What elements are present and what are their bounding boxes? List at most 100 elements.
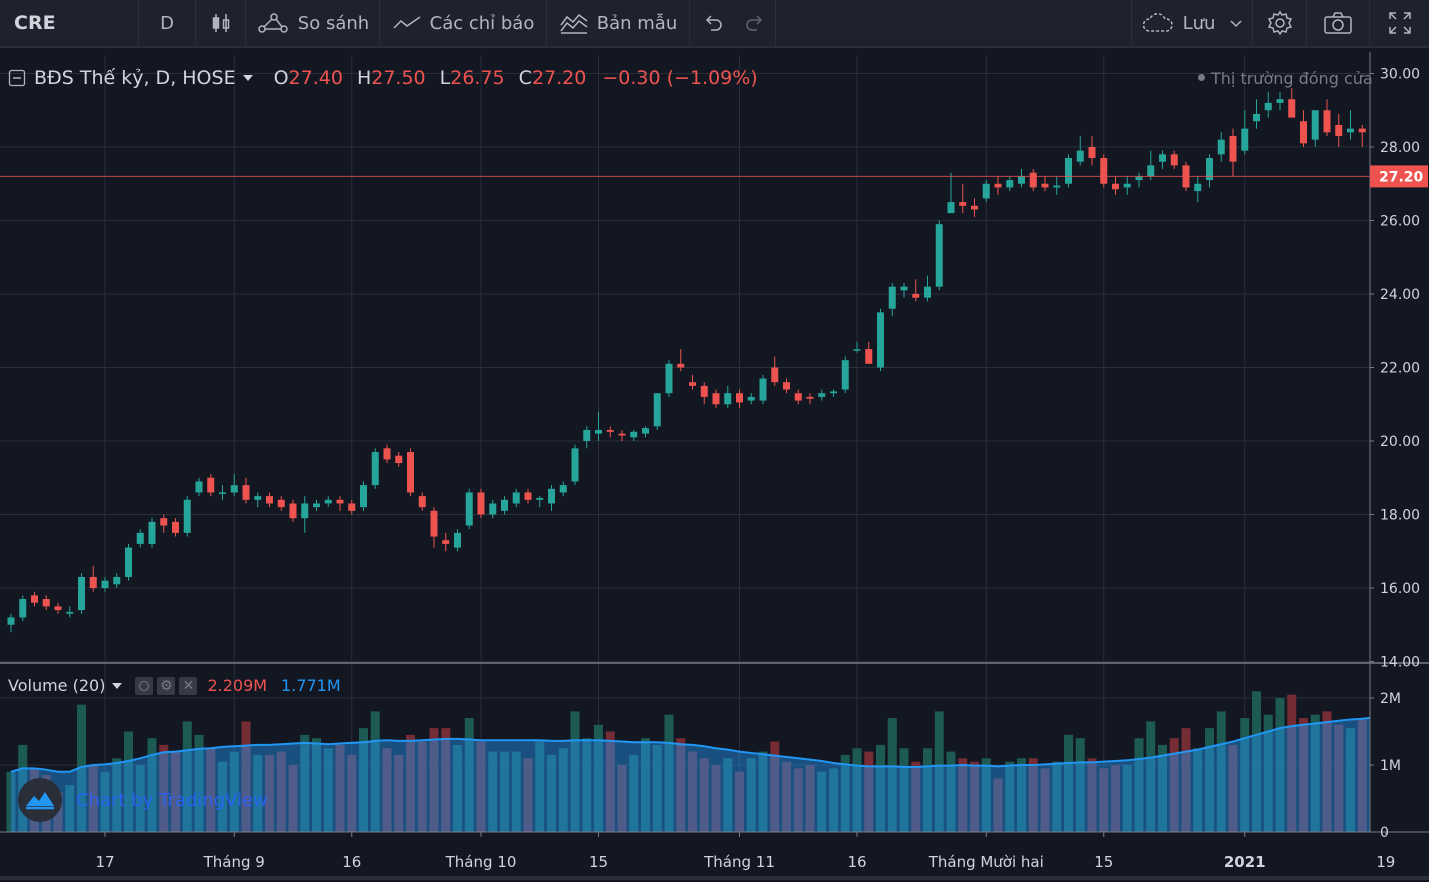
volume-bar [535,741,545,832]
volume-bar [1134,738,1144,832]
volume-bar [629,754,639,832]
candle-body [407,452,414,493]
volume-bar [1052,761,1062,832]
symbol-label: CRE [14,12,56,34]
volume-bar [876,744,885,832]
candle [242,477,250,504]
candle [900,282,908,298]
snapshot-button[interactable] [1307,0,1370,46]
volume-bar [594,724,603,832]
volume-bar [1240,718,1250,832]
volume-bar [347,754,357,832]
volume-bar [547,754,556,832]
high-key: H [356,67,372,89]
volume-bar [453,744,462,832]
volume-bar [1228,744,1238,832]
volume-ma-area [11,713,1429,832]
market-status-label: Thị trường đóng cửa [1211,69,1373,88]
candle-body [348,503,356,511]
eye-icon[interactable] [135,676,154,695]
candle-body [865,349,873,364]
candle-body [1100,158,1108,184]
compare-button[interactable]: So sánh [246,0,380,46]
candle [653,393,661,430]
volume-bar [735,771,744,832]
candle-body [935,224,943,287]
candle [1323,99,1331,136]
candle [665,360,673,397]
save-label: Lưu [1182,12,1216,34]
candle-body [442,540,450,544]
redo-button[interactable] [735,0,776,46]
price-tick-label: 18.00 [1380,508,1420,524]
volume-study-title[interactable]: Volume (20) [8,676,106,695]
price-chart[interactable]: 30.00 28.00 26.00 24.00 22.00 20.00 18.00 16.00… [0,52,1429,882]
volume-bar [1075,738,1085,832]
volume-bar [511,751,521,832]
candle [360,481,367,511]
symbol-search-button[interactable]: CRE [0,0,139,46]
watermark-text: Chart by TradingView [76,789,268,811]
interval-button[interactable]: D [139,0,196,46]
collapse-legend-icon[interactable] [8,69,26,87]
candle-body [1206,158,1213,181]
volume-bar [899,748,909,832]
volume-bar [417,741,427,832]
candle-body [1029,172,1037,188]
candle [606,426,614,438]
candle [583,426,591,449]
candle [700,382,708,405]
candle [1335,113,1343,147]
low-value: 26.75 [450,67,505,89]
fullscreen-button[interactable] [1370,0,1429,46]
close-icon[interactable]: ✕ [179,676,198,695]
candle [383,444,391,464]
volume-bar [394,754,404,832]
candle [888,282,896,317]
candle [348,499,356,515]
settings-button[interactable] [1253,0,1307,46]
volume-bar [688,751,697,832]
candle [524,488,532,504]
volume-bar [1322,711,1332,832]
candle-body [125,547,132,577]
volume-bar [1205,728,1214,832]
candle-body [959,202,967,206]
gear-icon[interactable]: ⚙ [157,676,176,695]
indicators-button[interactable]: Các chỉ báo [380,0,547,46]
undo-button[interactable] [690,0,735,46]
volume-bar [711,765,721,832]
templates-button[interactable]: Bản mẫu [547,0,690,46]
candle [818,389,826,401]
volume-bar [993,778,1003,832]
candle-body [160,518,168,526]
save-button[interactable]: Lưu [1131,0,1253,46]
candle-body [536,497,544,500]
volume-bar [218,761,227,832]
candle-body [395,455,403,464]
volume-bar [664,714,674,832]
close-key: C [518,67,532,89]
chevron-down-icon[interactable] [111,680,123,692]
chart-type-button[interactable] [196,0,246,46]
candle-body [689,382,696,386]
candle [841,356,849,394]
volume-bar [558,748,568,832]
volume-legend: Volume (20) ⚙ ✕ 2.209M 1.771M [8,676,341,695]
candle [301,496,309,533]
candle [489,499,497,519]
candle [1123,176,1131,195]
volume-bar [182,721,192,832]
volume-bar [1122,765,1132,832]
candle-body [736,393,743,403]
candle [1053,176,1061,195]
time-tick-label: Tháng 10 [445,853,517,871]
indicators-icon [393,16,421,29]
tradingview-watermark[interactable]: Chart by TradingView [18,778,268,822]
chevron-down-icon[interactable] [242,72,254,84]
symbol-title[interactable]: BĐS Thế kỷ, D, HOSE [34,67,236,89]
volume-bar [1310,714,1320,832]
volume-bar [159,744,169,832]
volume-bar [1017,758,1026,832]
candle-body [360,485,367,508]
